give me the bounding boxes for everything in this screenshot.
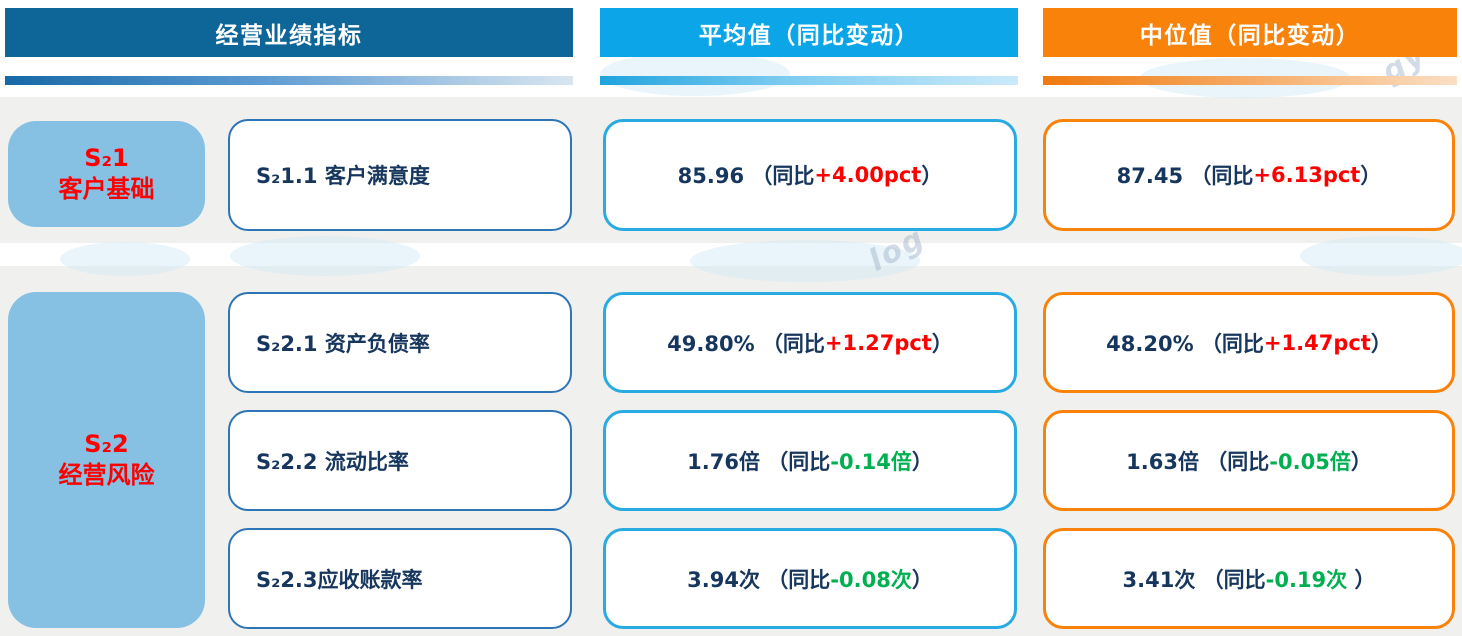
- indicator-cell-s221: S₂2.1 资产负债率: [228, 292, 572, 393]
- header-indicator-column: 经营业绩指标: [5, 8, 573, 57]
- value-text: 3.41次 （同比: [1122, 567, 1266, 592]
- group-label-s21-customer-base: S₂1 客户基础: [8, 121, 205, 227]
- value-text: 85.96 （同比: [677, 164, 815, 188]
- group-label-s22-operating-risk: S₂2 经营风险: [8, 292, 205, 628]
- header-average-column: 平均值（同比变动）: [600, 8, 1018, 57]
- yoy-delta: -0.19次: [1265, 567, 1348, 592]
- value-text: 48.20% （同比: [1106, 331, 1264, 356]
- value-text: ）: [1347, 567, 1376, 592]
- indicator-cell-s223: S₂2.3应收账款率: [228, 528, 572, 629]
- yoy-delta: -0.05倍: [1269, 449, 1351, 474]
- header-median-column: 中位值（同比变动）: [1043, 8, 1457, 57]
- gradient-bar-average: [600, 76, 1018, 85]
- group-name: 客户基础: [58, 175, 155, 203]
- indicator-cell-s222: S₂2.2 流动比率: [228, 410, 572, 511]
- value-text: ）: [911, 567, 933, 592]
- gradient-bar-indicator: [5, 76, 573, 85]
- indicator-label: S₂2.1 资产负债率: [256, 331, 430, 356]
- value-text: 1.76倍 （同比: [687, 449, 831, 474]
- median-value-cell-s222: 1.63倍 （同比 -0.05倍）: [1043, 410, 1455, 511]
- value-text: 87.45 （同比: [1116, 164, 1254, 188]
- group-code: S₂1: [84, 143, 129, 172]
- gradient-bar-median: [1043, 76, 1457, 85]
- indicator-label: S₂2.2 流动比率: [256, 449, 409, 474]
- value-text: ）: [1350, 449, 1372, 474]
- yoy-delta: +6.13pct: [1253, 163, 1361, 187]
- average-value-cell-s222: 1.76倍 （同比 -0.14倍）: [603, 410, 1017, 511]
- yoy-delta: +4.00pct: [814, 163, 922, 187]
- value-text: 49.80% （同比: [667, 331, 825, 356]
- median-value-cell-s221: 48.20% （同比 +1.47pct）: [1043, 292, 1455, 393]
- indicator-label: S₂1.1 客户满意度: [256, 164, 430, 188]
- value-text: ）: [921, 164, 943, 188]
- value-text: ）: [1360, 164, 1382, 188]
- watermark-shape: [600, 52, 790, 96]
- group-code: S₂2: [84, 429, 129, 458]
- average-value-cell-s221: 49.80% （同比 +1.27pct）: [603, 292, 1017, 393]
- median-value-cell-s223: 3.41次 （同比 -0.19次 ）: [1043, 528, 1455, 629]
- value-text: ）: [931, 331, 953, 356]
- yoy-delta: -0.08次: [830, 567, 912, 592]
- value-text: 1.63倍 （同比: [1126, 449, 1270, 474]
- indicator-cell-s211: S₂1.1 客户满意度: [228, 119, 572, 231]
- indicator-label: S₂2.3应收账款率: [256, 567, 423, 592]
- watermark-shape: [690, 240, 920, 282]
- value-text: ）: [911, 449, 933, 474]
- value-text: 3.94次 （同比: [687, 567, 831, 592]
- yoy-delta: +1.27pct: [824, 330, 932, 355]
- value-text: ）: [1370, 331, 1392, 356]
- yoy-delta: -0.14倍: [830, 449, 912, 474]
- average-value-cell-s211: 85.96 （同比 +4.00pct）: [603, 119, 1017, 231]
- watermark-shape: [230, 236, 420, 276]
- watermark-shape: [60, 242, 190, 276]
- average-value-cell-s223: 3.94次 （同比 -0.08次）: [603, 528, 1017, 629]
- watermark-shape: [1300, 236, 1462, 276]
- median-value-cell-s211: 87.45 （同比 +6.13pct）: [1043, 119, 1455, 231]
- yoy-delta: +1.47pct: [1263, 330, 1371, 355]
- group-name: 经营风险: [58, 461, 155, 489]
